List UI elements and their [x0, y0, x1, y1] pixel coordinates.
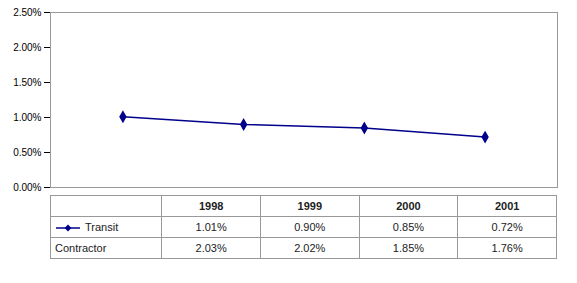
html-text:2001: 2001 — [494, 200, 520, 212]
html-text:Contractor: Contractor — [55, 242, 107, 254]
html-text:1.76%: 1.76% — [491, 242, 523, 254]
svg-text:2.00%: 2.00% — [13, 42, 41, 53]
html-text:2.02%: 2.02% — [294, 242, 326, 254]
svg-text:0.50%: 0.50% — [13, 147, 41, 158]
html-text:0.85%: 0.85% — [392, 221, 424, 233]
html-text:1.01%: 1.01% — [195, 221, 227, 233]
html-text:2.03%: 2.03% — [195, 242, 227, 254]
svg-text:1.50%: 1.50% — [13, 77, 41, 88]
html-text:1.85%: 1.85% — [392, 242, 424, 254]
html-text:2000: 2000 — [396, 200, 421, 212]
svg-text:2.50%: 2.50% — [13, 7, 41, 18]
svg-text:1.00%: 1.00% — [13, 112, 41, 123]
html-text:1998: 1998 — [198, 200, 224, 212]
html-text:0.72%: 0.72% — [491, 221, 523, 233]
html-text:Transit: Transit — [85, 221, 119, 233]
html-text:0.90%: 0.90% — [294, 221, 326, 233]
svg-text:0.00%: 0.00% — [13, 182, 41, 193]
html-text:1999: 1999 — [297, 200, 322, 212]
